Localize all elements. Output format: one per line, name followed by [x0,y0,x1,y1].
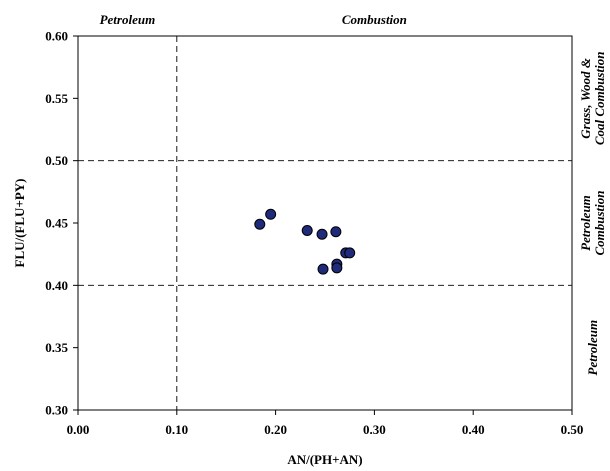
region-label-right-line: Combustion [592,190,607,255]
data-point [301,224,313,236]
plot-area [77,35,573,411]
data-point [254,218,266,230]
x-tick-label: 0.30 [363,422,386,437]
y-tick-label: 0.35 [45,340,68,355]
axes: 0.00 0.10 0.20 0.30 0.40 0.50 0.30 0.35 0.40 0.45… [45,29,583,438]
plot-frame [77,35,573,411]
x-axis-title: AN/(PH+AN) [287,452,362,467]
data-point [265,208,277,220]
x-tick-label: 0.00 [67,422,90,437]
x-tick-label: 0.40 [462,422,485,437]
region-label-right-line: Petroleum [585,320,600,376]
region-label-top: Petroleum [100,12,156,27]
y-tick-label: 0.45 [45,216,68,231]
data-points [254,208,356,275]
region-label-right-line: Coal Combustion [592,52,607,146]
threshold-lines [78,36,572,410]
y-tick-label: 0.30 [45,403,68,418]
x-tick-label: 0.50 [561,422,584,437]
y-tick-label: 0.40 [45,278,68,293]
region-label-top: Combustion [342,12,407,27]
x-tick-label: 0.10 [165,422,188,437]
data-point [316,228,328,240]
data-point [331,262,343,274]
region-label-right-line: Petroleum [578,195,593,251]
region-label-right-line: Grass, Wood & [578,58,593,139]
data-point [344,247,356,259]
data-point [317,263,329,275]
y-tick-label: 0.50 [45,153,68,168]
y-axis-title: FLU/(FLU+PY) [12,178,27,267]
data-point [330,226,342,238]
y-tick-label: 0.55 [45,91,68,106]
y-tick-label: 0.60 [45,29,68,44]
x-tick-label: 0.20 [264,422,287,437]
